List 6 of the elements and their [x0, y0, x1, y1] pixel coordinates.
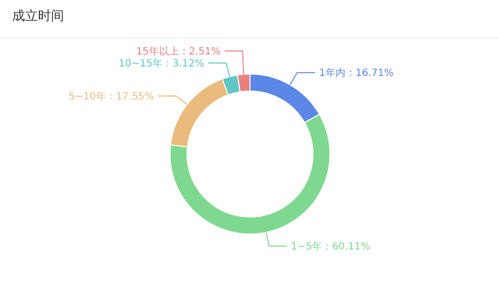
slice-label: 15年以上：2.51% — [136, 46, 221, 58]
chart-title: 成立时间 — [12, 8, 64, 24]
slice-label: 10~15年：3.12% — [118, 58, 204, 70]
slice-label: 5~10年：17.55% — [68, 90, 154, 102]
slice-label: 1~5年：60.11% — [290, 240, 370, 253]
slice-label: 1年内：16.71% — [319, 67, 394, 80]
